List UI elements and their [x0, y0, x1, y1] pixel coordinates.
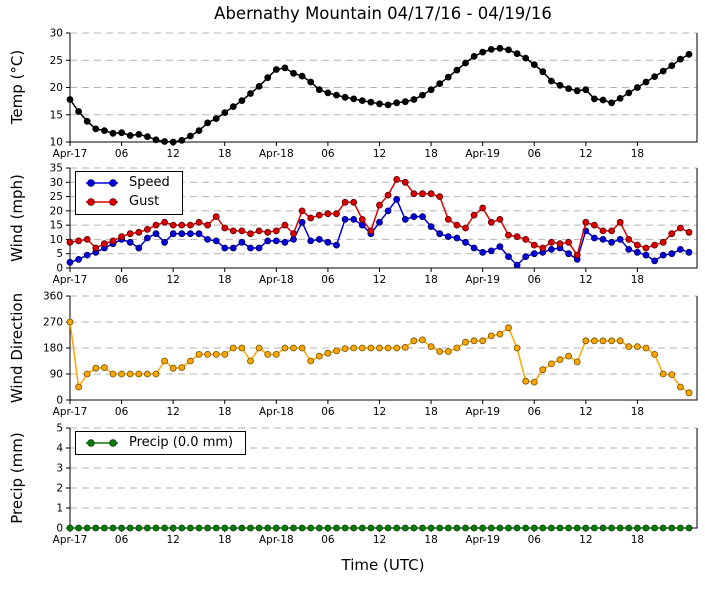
y-tick-label: 30 — [50, 28, 63, 40]
x-tick-label: 12 — [166, 274, 179, 286]
y-tick-label: 5 — [56, 248, 63, 260]
x-tick-label: 18 — [631, 148, 644, 160]
temperature-panel: 10 15 20 25 30 Apr-17 06 12 18 Apr-18 06 12 18 Apr-19… — [50, 28, 698, 160]
legend-entry-speed: Speed — [84, 175, 170, 190]
y-tick-label: 30 — [50, 177, 63, 189]
y-tick-label: 180 — [43, 343, 63, 355]
y-tick-label: 3 — [56, 463, 63, 475]
x-tick-label: 18 — [424, 534, 437, 546]
y-tick-label: 270 — [43, 317, 63, 329]
x-tick-label: 06 — [115, 534, 129, 546]
x-tick-label: 06 — [528, 406, 542, 418]
x-tick-label: Apr-18 — [259, 148, 294, 160]
x-tick-label: Apr-19 — [465, 406, 500, 418]
x-tick-label: 12 — [373, 274, 386, 286]
x-tick-label: Apr-19 — [465, 534, 500, 546]
wind-direction-panel: 0 90 180 270 360 Apr-17 06 12 18 Apr-18 06 12 18 Apr-… — [43, 291, 698, 418]
x-tick-label: 06 — [528, 148, 542, 160]
x-tick-label: Apr-17 — [53, 534, 88, 546]
y-tick-label: 10 — [50, 234, 63, 246]
y-tick-label: 25 — [50, 55, 63, 67]
x-tick-label: 12 — [166, 148, 179, 160]
x-tick-label: 18 — [218, 534, 231, 546]
x-tick-label: Apr-17 — [53, 406, 88, 418]
y-tick-label: 90 — [50, 369, 63, 381]
y-tick-label: 360 — [43, 291, 63, 303]
x-tick-label: 06 — [321, 148, 335, 160]
direction-line — [69, 321, 690, 394]
x-tick-label: 18 — [424, 274, 437, 286]
x-tick-label: 18 — [424, 406, 437, 418]
speed-legend-marker — [86, 179, 118, 187]
x-tick-label: 18 — [631, 406, 644, 418]
precip-legend-marker — [86, 439, 118, 447]
legend-label-speed: Speed — [129, 175, 170, 190]
y-tick-label: 20 — [50, 205, 63, 217]
x-tick-label: 18 — [631, 274, 644, 286]
y-tick-label: 0 — [56, 523, 63, 535]
wind-legend: Speed Gust — [75, 171, 183, 215]
x-tick-label: 12 — [166, 534, 179, 546]
chart-title: Abernathy Mountain 04/17/16 - 04/19/16 — [214, 4, 552, 23]
temp-line — [69, 47, 690, 143]
x-tick-label: Apr-18 — [259, 406, 294, 418]
x-tick-label: 06 — [321, 274, 335, 286]
precip-markers — [66, 524, 693, 532]
x-tick-label: 18 — [424, 148, 437, 160]
x-tick-label: 18 — [218, 148, 231, 160]
y-tick-label: 0 — [56, 263, 63, 275]
gust-markers — [66, 175, 693, 259]
y-tick-label: 2 — [56, 483, 63, 495]
y-tick-label: 5 — [56, 423, 63, 435]
y-tick-label: 1 — [56, 503, 63, 515]
x-tick-label: 06 — [115, 406, 129, 418]
x-tick-label: 06 — [115, 274, 129, 286]
y-tick-label: 10 — [50, 137, 63, 149]
x-tick-label: 12 — [373, 148, 386, 160]
legend-label-precip: Precip (0.0 mm) — [129, 435, 234, 450]
x-tick-label: 12 — [373, 534, 386, 546]
x-tick-label: 06 — [528, 274, 542, 286]
wind-panel: 0 5 10 15 20 25 30 35 Apr-17 06 12 18 Apr-18 06 12 18 Ap… — [50, 163, 698, 286]
x-tick-label: 12 — [166, 406, 179, 418]
x-tick-label: Apr-18 — [259, 534, 294, 546]
x-tick-label: 12 — [579, 406, 592, 418]
x-tick-label: 18 — [631, 534, 644, 546]
y-tick-label: 20 — [50, 82, 63, 94]
x-tick-label: 12 — [579, 148, 592, 160]
y-tick-label: 4 — [56, 443, 63, 455]
direction-markers — [66, 318, 693, 397]
x-tick-label: Apr-17 — [53, 274, 88, 286]
y-tick-label: 0 — [56, 395, 63, 407]
x-tick-label: 18 — [218, 274, 231, 286]
gust-legend-marker — [86, 198, 118, 207]
x-tick-label: 18 — [218, 406, 231, 418]
precip-legend: Precip (0.0 mm) — [75, 431, 247, 456]
x-tick-label: 06 — [115, 148, 129, 160]
x-tick-label: 12 — [579, 534, 592, 546]
legend-entry-gust: Gust — [84, 194, 170, 210]
legend-entry-precip: Precip (0.0 mm) — [84, 435, 234, 450]
x-tick-label: Apr-18 — [259, 274, 294, 286]
y-tick-label: 35 — [50, 163, 63, 175]
x-tick-label: Apr-19 — [465, 274, 500, 286]
temp-markers — [66, 44, 693, 146]
x-tick-label: 06 — [528, 534, 542, 546]
x-tick-label: 12 — [373, 406, 386, 418]
x-tick-label: Apr-17 — [53, 148, 88, 160]
y-tick-label: 15 — [50, 220, 63, 232]
legend-label-gust: Gust — [129, 194, 160, 210]
x-tick-label: 06 — [321, 406, 335, 418]
x-tick-label: Apr-19 — [465, 148, 500, 160]
y-tick-label: 15 — [50, 109, 63, 121]
y-tick-label: 25 — [50, 191, 63, 203]
x-tick-label: 12 — [579, 274, 592, 286]
x-tick-label: 06 — [321, 534, 335, 546]
x-axis-label: Time (UTC) — [341, 556, 425, 574]
